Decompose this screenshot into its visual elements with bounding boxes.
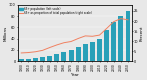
Bar	[83, 44, 88, 61]
Bar	[47, 56, 52, 61]
Bar	[69, 50, 74, 61]
X-axis label: Year: Year	[70, 73, 79, 77]
Y-axis label: Percent: Percent	[140, 25, 143, 41]
Bar	[19, 59, 24, 61]
Bar	[90, 42, 95, 61]
Bar	[40, 57, 45, 61]
Bar	[97, 39, 102, 61]
Bar	[54, 54, 59, 61]
Bar	[104, 30, 109, 61]
Bar	[33, 58, 38, 61]
Bar	[126, 11, 131, 61]
Y-axis label: Millions: Millions	[4, 25, 7, 41]
Legend: 65+ population (left scale), 65+ as proportion of total population (right scale): 65+ population (left scale), 65+ as prop…	[19, 6, 92, 15]
Bar	[111, 22, 116, 61]
Bar	[61, 52, 66, 61]
Bar	[118, 16, 123, 61]
Bar	[76, 47, 81, 61]
Bar	[26, 59, 31, 61]
